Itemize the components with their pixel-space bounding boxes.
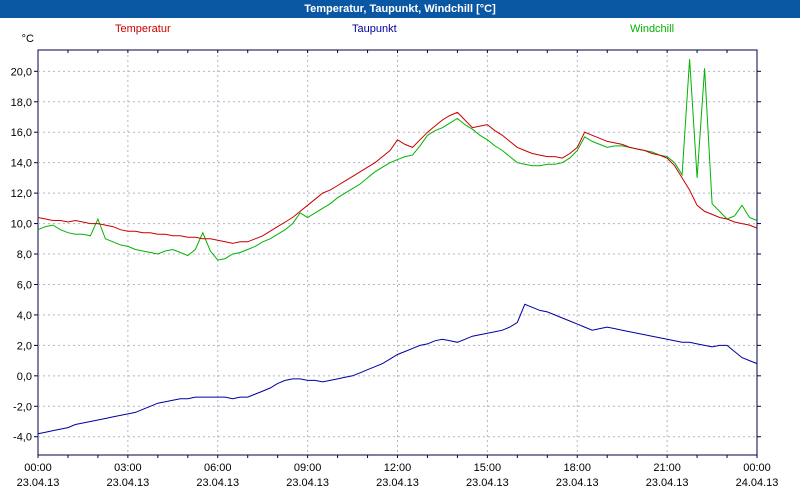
y-tick-label: 2,0	[17, 340, 32, 352]
x-tick-date: 23.04.13	[17, 477, 60, 489]
y-tick-label: 6,0	[17, 279, 32, 291]
x-tick-time: 06:00	[204, 462, 232, 474]
legend-windchill: Windchill	[630, 23, 675, 35]
x-tick-time: 00:00	[743, 462, 771, 474]
x-tick-date: 23.04.13	[196, 477, 239, 489]
x-tick-time: 03:00	[114, 462, 142, 474]
x-tick-date: 24.04.13	[736, 477, 779, 489]
x-tick-date: 23.04.13	[466, 477, 509, 489]
y-tick-label: 18,0	[11, 97, 32, 109]
y-tick-label: -2,0	[13, 401, 32, 413]
series-taupunkt	[37, 303, 758, 435]
x-tick-date: 23.04.13	[286, 477, 329, 489]
line-chart: 20,0 18,0 16,0 14,0 12,0 10,0 8,0 6,0 4,0 2,0 0,0 -…	[11, 33, 779, 489]
x-tick-date: 23.04.13	[556, 477, 599, 489]
x-tick-date: 23.04.13	[646, 477, 689, 489]
legend-taupunkt: Taupunkt	[352, 23, 397, 35]
y-tick-label: -4,0	[13, 432, 32, 444]
x-tick-time: 15:00	[474, 462, 502, 474]
y-tick-label: 14,0	[11, 158, 32, 170]
y-tick-label: 12,0	[11, 188, 32, 200]
x-tick-time: 00:00	[24, 462, 52, 474]
x-tick-time: 21:00	[653, 462, 681, 474]
y-tick-label: 0,0	[17, 371, 32, 383]
x-tick-time: 18:00	[563, 462, 591, 474]
y-tick-label: 4,0	[17, 310, 32, 322]
y-axis-unit: °C	[22, 33, 34, 45]
plot-frame	[37, 49, 758, 456]
y-tick-label: 8,0	[17, 249, 32, 261]
y-tick-label: 10,0	[11, 219, 32, 231]
x-tick-date: 23.04.13	[106, 477, 149, 489]
x-tick-date: 23.04.13	[376, 477, 419, 489]
series-temperatur	[37, 111, 758, 244]
legend-temperatur: Temperatur	[115, 23, 171, 35]
x-tick-time: 12:00	[384, 462, 412, 474]
title-bar: Temperatur, Taupunkt, Windchill [°C]	[0, 0, 800, 18]
chart-panel: Temperatur Taupunkt Windchill 20,0 18,0 16…	[0, 18, 800, 500]
x-tick-time: 09:00	[294, 462, 322, 474]
window-title: Temperatur, Taupunkt, Windchill [°C]	[304, 3, 496, 15]
y-tick-label: 16,0	[11, 127, 32, 139]
y-tick-label: 20,0	[11, 66, 32, 78]
